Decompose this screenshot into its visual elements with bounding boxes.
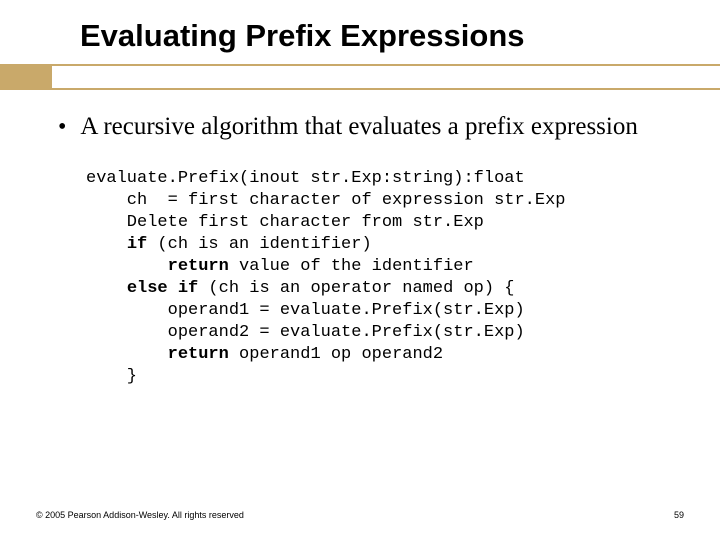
keyword-else-if: else if — [127, 279, 198, 298]
title-area: Evaluating Prefix Expressions — [0, 0, 720, 62]
code-line-1: evaluate.Prefix(inout str.Exp:string):fl… — [86, 169, 525, 188]
page-number: 59 — [674, 510, 684, 520]
underline-fill-block — [0, 66, 52, 88]
underline-top-rule — [0, 64, 720, 66]
keyword-if: if — [127, 235, 147, 254]
code-line-4-rest: (ch is an identifier) — [147, 235, 371, 254]
footer: © 2005 Pearson Addison-Wesley. All right… — [36, 510, 684, 520]
underline-bottom-rule — [0, 88, 720, 90]
bullet-marker: • — [58, 112, 66, 142]
bullet-text: A recursive algorithm that evaluates a p… — [80, 112, 637, 142]
keyword-return-1: return — [168, 257, 229, 276]
slide: Evaluating Prefix Expressions • A recurs… — [0, 0, 720, 540]
code-line-9-indent — [86, 345, 168, 364]
code-line-5-rest: value of the identifier — [229, 257, 474, 276]
bullet-item: • A recursive algorithm that evaluates a… — [58, 112, 680, 142]
code-line-6-rest: (ch is an operator named op) { — [198, 279, 514, 298]
slide-title: Evaluating Prefix Expressions — [80, 18, 680, 54]
code-line-8: operand2 = evaluate.Prefix(str.Exp) — [86, 323, 525, 342]
keyword-return-2: return — [168, 345, 229, 364]
code-line-6-indent — [86, 279, 127, 298]
content-area: • A recursive algorithm that evaluates a… — [58, 112, 680, 388]
code-line-3: Delete first character from str.Exp — [86, 213, 484, 232]
code-line-9-rest: operand1 op operand2 — [229, 345, 443, 364]
code-line-5-indent — [86, 257, 168, 276]
code-block: evaluate.Prefix(inout str.Exp:string):fl… — [86, 168, 680, 388]
title-underline — [0, 64, 720, 92]
code-line-2: ch = first character of expression str.E… — [86, 191, 565, 210]
copyright-text: © 2005 Pearson Addison-Wesley. All right… — [36, 510, 244, 520]
code-line-4-indent — [86, 235, 127, 254]
code-line-10: } — [86, 367, 137, 386]
code-line-7: operand1 = evaluate.Prefix(str.Exp) — [86, 301, 525, 320]
